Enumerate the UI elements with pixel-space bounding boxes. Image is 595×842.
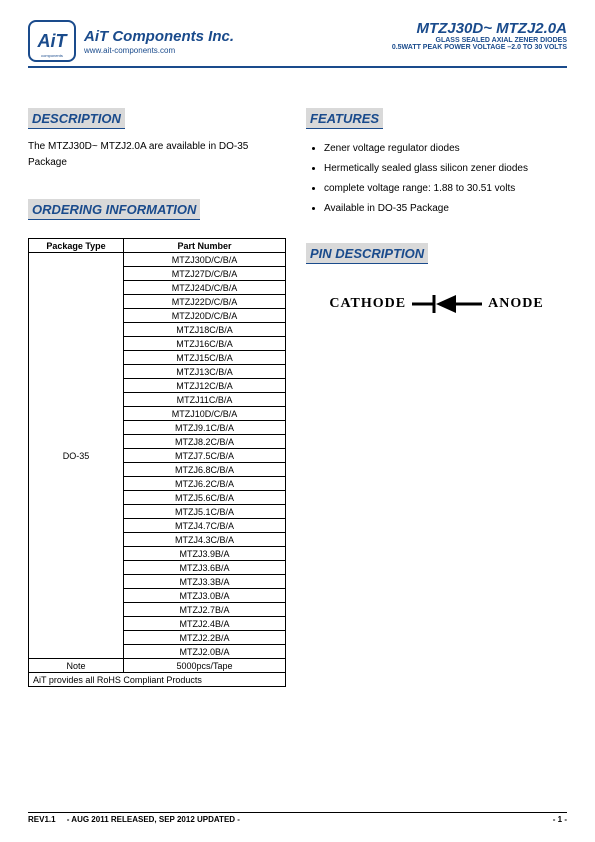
right-column: FEATURES Zener voltage regulator diodesH… bbox=[306, 108, 567, 687]
cathode-label: CATHODE bbox=[329, 296, 406, 312]
part-number-cell: MTZJ2.0B/A bbox=[124, 645, 286, 659]
logo-icon: AiT components bbox=[28, 20, 76, 62]
note-value-cell: 5000pcs/Tape bbox=[124, 659, 286, 673]
pin-diagram: CATHODE ANODE bbox=[306, 292, 567, 316]
part-subtitle-2: 0.5WATT PEAK POWER VOLTAGE –2.0 TO 30 VO… bbox=[392, 44, 567, 51]
part-number-cell: MTZJ7.5C/B/A bbox=[124, 449, 286, 463]
pin-heading: PIN DESCRIPTION bbox=[306, 243, 428, 264]
part-number-cell: MTZJ16C/B/A bbox=[124, 337, 286, 351]
part-number-cell: MTZJ4.3C/B/A bbox=[124, 533, 286, 547]
part-number-cell: MTZJ3.9B/A bbox=[124, 547, 286, 561]
logo-subtext: components bbox=[41, 53, 63, 58]
left-column: DESCRIPTION The MTZJ30D~ MTZJ2.0A are av… bbox=[28, 108, 286, 687]
note-row: Note5000pcs/Tape bbox=[29, 659, 286, 673]
features-heading: FEATURES bbox=[306, 108, 383, 129]
feature-item: Available in DO-35 Package bbox=[324, 199, 567, 219]
company-block: AiT Components Inc. www.ait-components.c… bbox=[84, 28, 234, 55]
note-label-cell: Note bbox=[29, 659, 124, 673]
part-number-cell: MTZJ13C/B/A bbox=[124, 365, 286, 379]
part-title: MTZJ30D~ MTZJ2.0A bbox=[392, 20, 567, 37]
company-name: AiT Components Inc. bbox=[84, 28, 234, 45]
part-number-cell: MTZJ5.1C/B/A bbox=[124, 505, 286, 519]
part-number-cell: MTZJ8.2C/B/A bbox=[124, 435, 286, 449]
part-number-cell: MTZJ3.6B/A bbox=[124, 561, 286, 575]
footer: REV1.1 - AUG 2011 RELEASED, SEP 2012 UPD… bbox=[28, 812, 567, 824]
part-number-cell: MTZJ12C/B/A bbox=[124, 379, 286, 393]
table-row: DO-35MTZJ30D/C/B/A bbox=[29, 253, 286, 267]
ordering-table: Package Type Part Number DO-35MTZJ30D/C/… bbox=[28, 238, 286, 687]
part-number-cell: MTZJ2.2B/A bbox=[124, 631, 286, 645]
part-number-cell: MTZJ20D/C/B/A bbox=[124, 309, 286, 323]
title-block: MTZJ30D~ MTZJ2.0A GLASS SEALED AXIAL ZEN… bbox=[392, 20, 567, 51]
part-number-cell: MTZJ15C/B/A bbox=[124, 351, 286, 365]
part-number-cell: MTZJ24D/C/B/A bbox=[124, 281, 286, 295]
anode-label: ANODE bbox=[488, 296, 544, 312]
part-number-cell: MTZJ3.3B/A bbox=[124, 575, 286, 589]
part-number-cell: MTZJ6.8C/B/A bbox=[124, 463, 286, 477]
footer-date: - AUG 2011 RELEASED, SEP 2012 UPDATED - bbox=[67, 815, 240, 824]
part-number-cell: MTZJ10D/C/B/A bbox=[124, 407, 286, 421]
package-type-cell: DO-35 bbox=[29, 253, 124, 659]
part-number-cell: MTZJ2.7B/A bbox=[124, 603, 286, 617]
part-number-cell: MTZJ5.6C/B/A bbox=[124, 491, 286, 505]
part-number-cell: MTZJ9.1C/B/A bbox=[124, 421, 286, 435]
part-number-cell: MTZJ11C/B/A bbox=[124, 393, 286, 407]
col-package-type: Package Type bbox=[29, 239, 124, 253]
part-number-cell: MTZJ22D/C/B/A bbox=[124, 295, 286, 309]
feature-item: Zener voltage regulator diodes bbox=[324, 139, 567, 159]
table-header-row: Package Type Part Number bbox=[29, 239, 286, 253]
part-number-cell: MTZJ3.0B/A bbox=[124, 589, 286, 603]
diode-icon bbox=[412, 292, 482, 316]
header: AiT components AiT Components Inc. www.a… bbox=[28, 20, 567, 68]
part-number-cell: MTZJ6.2C/B/A bbox=[124, 477, 286, 491]
ordering-heading: ORDERING INFORMATION bbox=[28, 199, 200, 220]
description-heading: DESCRIPTION bbox=[28, 108, 125, 129]
description-text: The MTZJ30D~ MTZJ2.0A are available in D… bbox=[28, 139, 286, 171]
part-number-cell: MTZJ30D/C/B/A bbox=[124, 253, 286, 267]
company-url: www.ait-components.com bbox=[84, 46, 234, 55]
feature-item: Hermetically sealed glass silicon zener … bbox=[324, 159, 567, 179]
rohs-note-cell: AiT provides all RoHS Compliant Products bbox=[29, 673, 286, 687]
part-number-cell: MTZJ4.7C/B/A bbox=[124, 519, 286, 533]
part-number-cell: MTZJ27D/C/B/A bbox=[124, 267, 286, 281]
footer-rev: REV1.1 bbox=[28, 815, 56, 824]
part-subtitle-1: GLASS SEALED AXIAL ZENER DIODES bbox=[392, 37, 567, 44]
part-number-cell: MTZJ2.4B/A bbox=[124, 617, 286, 631]
footer-left: REV1.1 - AUG 2011 RELEASED, SEP 2012 UPD… bbox=[28, 815, 240, 824]
feature-item: complete voltage range: 1.88 to 30.51 vo… bbox=[324, 179, 567, 199]
logo-block: AiT components AiT Components Inc. www.a… bbox=[28, 20, 234, 62]
features-list: Zener voltage regulator diodesHermetical… bbox=[306, 139, 567, 219]
col-part-number: Part Number bbox=[124, 239, 286, 253]
table-footer-row: AiT provides all RoHS Compliant Products bbox=[29, 673, 286, 687]
footer-page: - 1 - bbox=[553, 815, 567, 824]
logo-text: AiT bbox=[38, 31, 67, 52]
part-number-cell: MTZJ18C/B/A bbox=[124, 323, 286, 337]
